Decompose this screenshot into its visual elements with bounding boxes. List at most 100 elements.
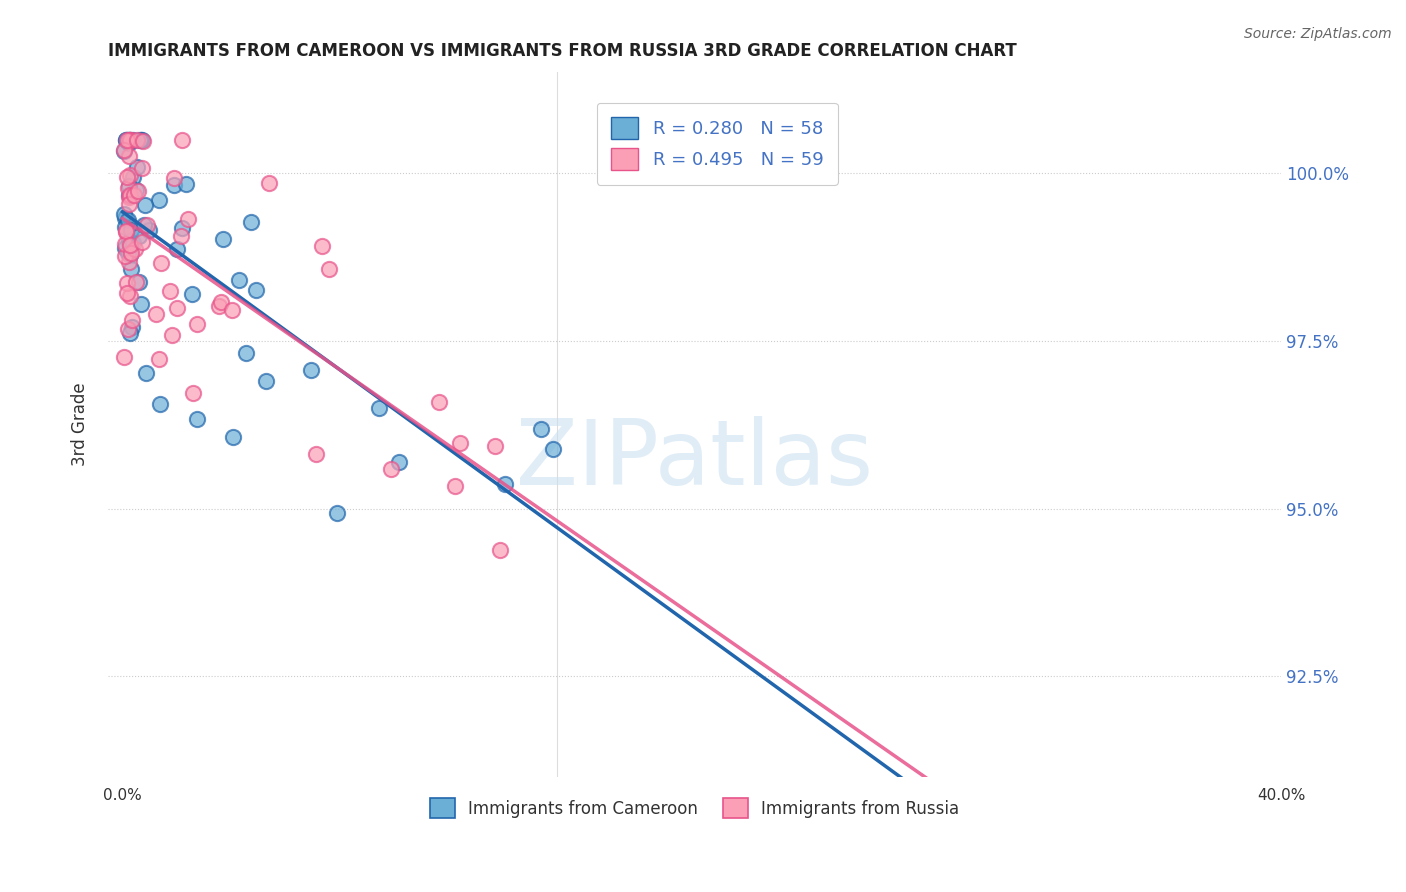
Point xyxy=(494,477,516,491)
Point xyxy=(114,249,136,263)
Point xyxy=(120,132,142,146)
Point xyxy=(118,168,141,182)
Point xyxy=(129,132,152,146)
Point xyxy=(132,218,155,232)
Point xyxy=(131,297,153,311)
Point xyxy=(163,178,186,193)
Point xyxy=(326,506,349,520)
Point xyxy=(299,363,322,377)
Point xyxy=(311,239,333,253)
Point xyxy=(177,212,200,227)
Y-axis label: 3rd Grade: 3rd Grade xyxy=(72,383,89,467)
Point xyxy=(118,255,141,269)
Point xyxy=(120,223,142,237)
Point xyxy=(221,303,243,318)
Point xyxy=(136,218,159,232)
Point xyxy=(115,277,138,291)
Point xyxy=(484,438,506,452)
Point xyxy=(181,286,204,301)
Point xyxy=(124,242,146,256)
Point xyxy=(367,401,389,416)
Point xyxy=(112,144,135,158)
Point xyxy=(427,395,450,409)
Legend: Immigrants from Cameroon, Immigrants from Russia: Immigrants from Cameroon, Immigrants fro… xyxy=(423,791,966,825)
Point xyxy=(235,346,257,360)
Point xyxy=(120,132,142,146)
Point xyxy=(118,289,141,303)
Point xyxy=(115,286,138,301)
Point xyxy=(118,188,141,202)
Point xyxy=(148,193,170,207)
Point xyxy=(120,132,142,146)
Point xyxy=(443,478,465,492)
Point xyxy=(117,245,139,260)
Point xyxy=(118,196,141,211)
Text: IMMIGRANTS FROM CAMEROON VS IMMIGRANTS FROM RUSSIA 3RD GRADE CORRELATION CHART: IMMIGRANTS FROM CAMEROON VS IMMIGRANTS F… xyxy=(108,42,1017,60)
Point xyxy=(208,299,231,313)
Point xyxy=(131,235,153,250)
Point xyxy=(115,224,138,238)
Point xyxy=(159,284,181,298)
Point xyxy=(239,215,262,229)
Point xyxy=(118,188,141,202)
Point xyxy=(489,542,512,557)
Point xyxy=(163,171,186,186)
Point xyxy=(166,242,188,256)
Point xyxy=(114,220,136,235)
Point xyxy=(134,198,156,212)
Point xyxy=(121,312,143,326)
Point xyxy=(118,178,141,193)
Point xyxy=(118,248,141,262)
Point xyxy=(120,245,142,260)
Point xyxy=(132,134,155,148)
Point xyxy=(388,455,411,469)
Point xyxy=(166,301,188,316)
Point xyxy=(114,211,136,225)
Point xyxy=(135,366,157,380)
Point xyxy=(118,234,141,248)
Text: Source: ZipAtlas.com: Source: ZipAtlas.com xyxy=(1244,27,1392,41)
Point xyxy=(318,262,340,277)
Point xyxy=(115,170,138,185)
Text: ZIPatlas: ZIPatlas xyxy=(516,416,873,504)
Point xyxy=(212,231,235,245)
Point xyxy=(125,276,148,290)
Point xyxy=(114,236,136,251)
Point xyxy=(122,236,145,251)
Point xyxy=(125,160,148,174)
Point xyxy=(129,132,152,146)
Point xyxy=(118,132,141,146)
Point xyxy=(118,326,141,340)
Point xyxy=(112,350,135,364)
Point xyxy=(138,223,160,237)
Point xyxy=(254,374,277,388)
Point xyxy=(112,144,135,158)
Point xyxy=(112,207,135,221)
Point xyxy=(115,132,138,146)
Point xyxy=(125,183,148,197)
Point xyxy=(257,176,280,190)
Point xyxy=(380,461,402,475)
Point xyxy=(181,386,204,401)
Point xyxy=(160,328,183,343)
Point xyxy=(543,442,565,456)
Point xyxy=(128,275,150,289)
Point xyxy=(122,187,145,202)
Point xyxy=(127,132,149,146)
Point xyxy=(174,177,197,191)
Point xyxy=(118,132,141,146)
Point xyxy=(145,307,167,321)
Point xyxy=(222,430,245,444)
Point xyxy=(122,169,145,184)
Point xyxy=(121,320,143,334)
Point xyxy=(131,132,153,146)
Point xyxy=(121,132,143,146)
Point xyxy=(170,229,193,244)
Point xyxy=(172,132,194,146)
Point xyxy=(186,317,208,331)
Point xyxy=(245,283,267,297)
Point xyxy=(120,238,142,252)
Point xyxy=(117,322,139,336)
Point xyxy=(118,190,141,204)
Point xyxy=(114,132,136,146)
